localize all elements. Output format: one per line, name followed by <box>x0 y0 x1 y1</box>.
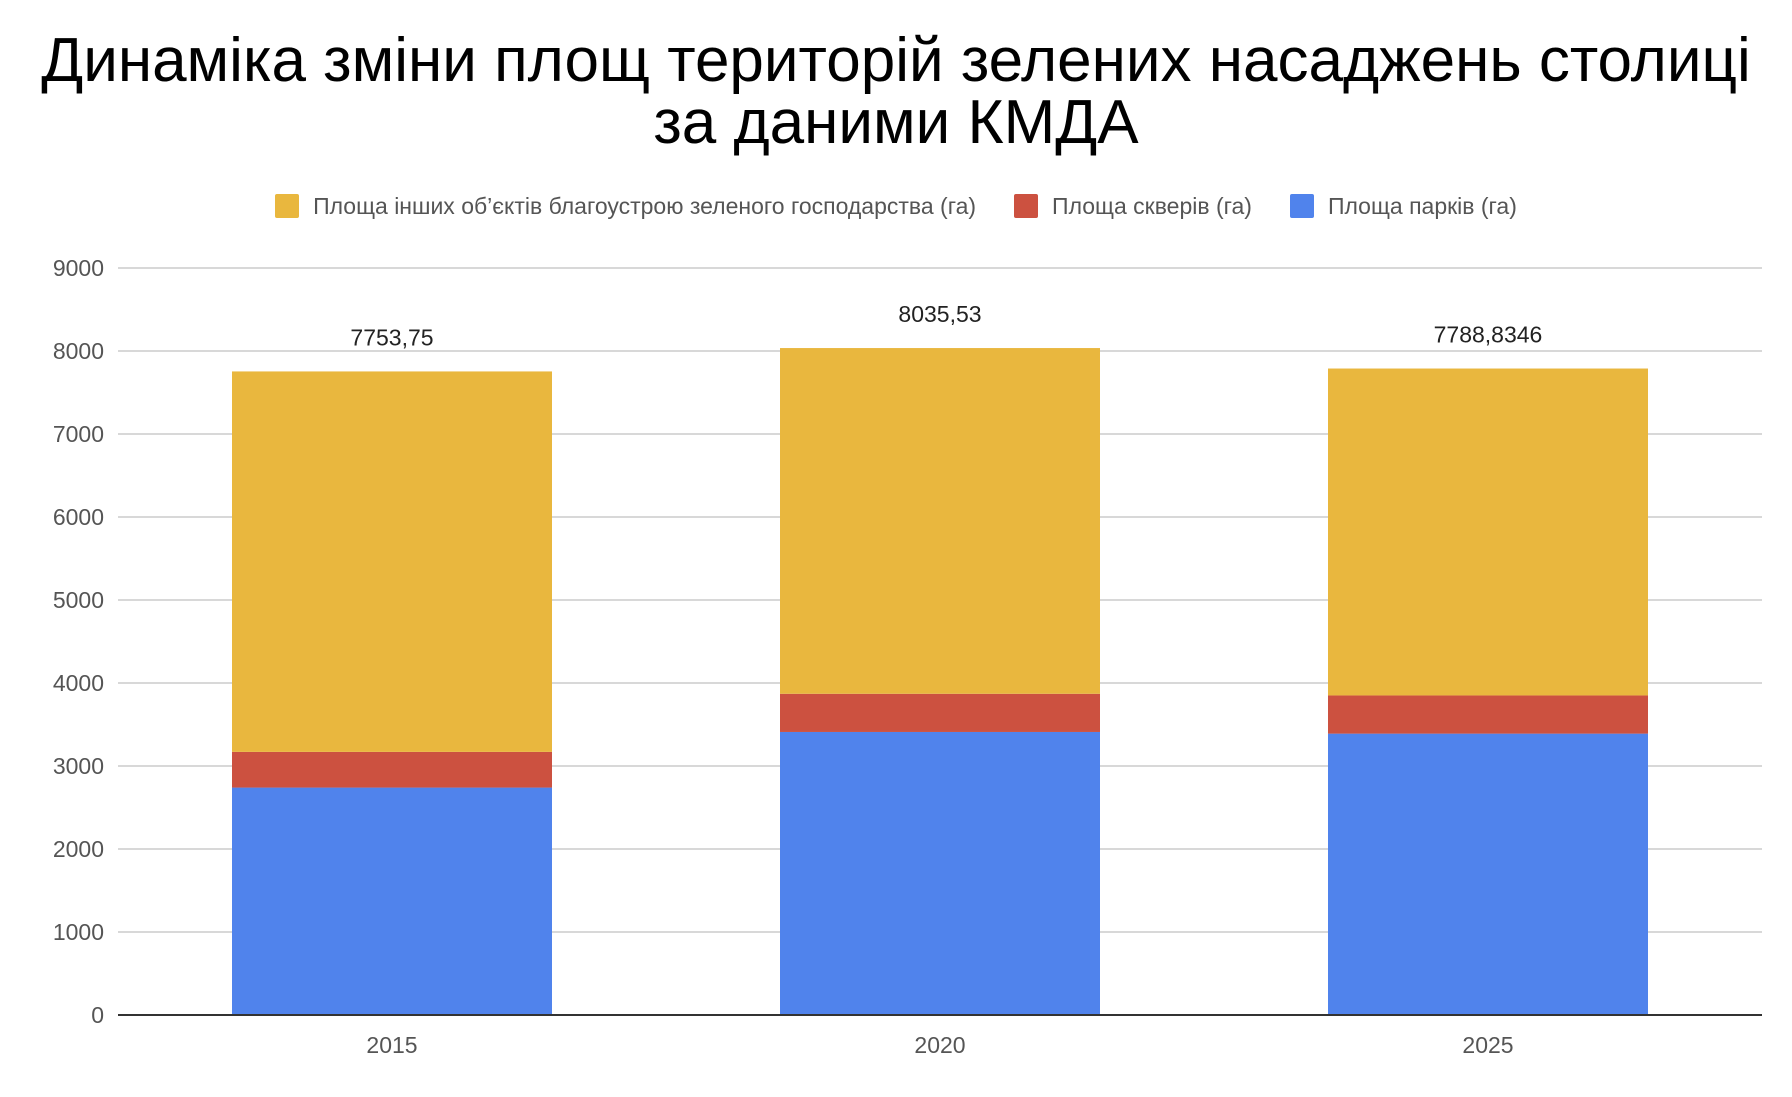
legend-label-squares: Площа скверів (га) <box>1052 192 1252 219</box>
y-tick-label: 6000 <box>53 504 104 530</box>
y-tick-label: 3000 <box>53 753 104 779</box>
legend-item-other: Площа інших об’єктів благоустрою зеленог… <box>275 193 976 220</box>
y-tick-label: 0 <box>91 1002 104 1028</box>
bar-segment-2015-s0 <box>232 787 552 1015</box>
total-label-2020: 8035,53 <box>898 301 981 327</box>
bar-segment-2015-s1 <box>232 751 552 788</box>
legend-item-parks: Площа парків (га) <box>1289 192 1517 220</box>
bar-segment-2015-s2 <box>232 371 552 752</box>
y-tick-label: 8000 <box>53 338 104 364</box>
total-labels: 7753,75 8035,53 7788,8346 <box>350 301 1542 350</box>
total-label-2025: 7788,8346 <box>1434 322 1543 348</box>
bar-segment-2020-s2 <box>780 348 1100 694</box>
y-tick-label: 1000 <box>53 919 104 945</box>
chart-title-line-1: Динаміка зміни площ територій зелених на… <box>41 26 1751 95</box>
y-tick-label: 5000 <box>53 587 104 613</box>
legend-swatch-squares <box>1014 194 1039 218</box>
bar-segment-2020-s1 <box>780 693 1100 732</box>
bar-segment-2025-s2 <box>1328 368 1648 696</box>
bar-segment-2025-s1 <box>1328 695 1648 734</box>
y-axis: 0 1000 2000 3000 4000 5000 6000 7000 8000 9000 <box>53 255 104 1028</box>
chart-legend: Площа інших об’єктів благоустрою зеленог… <box>0 188 1792 224</box>
x-tick-label-2015: 2015 <box>366 1032 417 1058</box>
bar-segment-2020-s0 <box>780 731 1100 1015</box>
total-label-2015: 7753,75 <box>350 324 433 350</box>
y-tick-label: 4000 <box>53 670 104 696</box>
bar-segment-2025-s0 <box>1328 733 1648 1015</box>
x-tick-label-2025: 2025 <box>1462 1032 1513 1058</box>
legend-label-other: Площа інших об’єктів благоустрою зеленог… <box>313 192 977 219</box>
x-tick-label-2020: 2020 <box>914 1032 965 1058</box>
chart-title-line-2: за даними КМДА <box>653 88 1139 157</box>
legend-swatch-other <box>275 194 300 218</box>
y-tick-label: 9000 <box>53 255 104 281</box>
chart-title: Динаміка зміни площ територій зелених на… <box>0 30 1792 154</box>
bars <box>232 348 1648 1015</box>
y-tick-label: 2000 <box>53 836 104 862</box>
y-tick-label: 7000 <box>53 421 104 447</box>
x-axis: 2015 2020 2025 <box>118 1014 1762 1058</box>
legend-item-squares: Площа скверів (га) <box>1014 193 1252 220</box>
legend-swatch-parks <box>1289 194 1314 218</box>
legend-label-parks: Площа парків (га) <box>1327 192 1517 219</box>
